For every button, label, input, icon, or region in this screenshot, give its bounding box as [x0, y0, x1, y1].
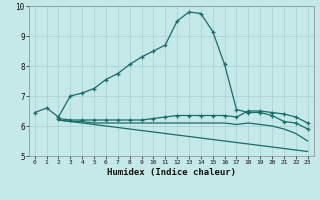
- X-axis label: Humidex (Indice chaleur): Humidex (Indice chaleur): [107, 168, 236, 177]
